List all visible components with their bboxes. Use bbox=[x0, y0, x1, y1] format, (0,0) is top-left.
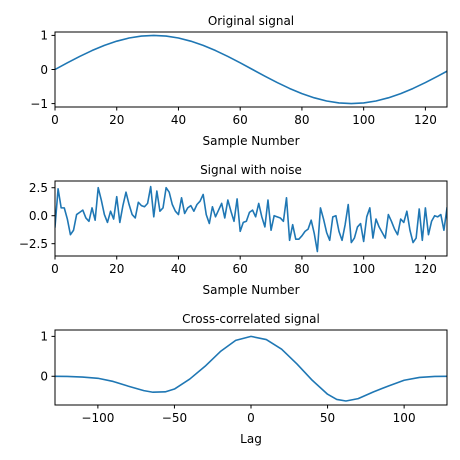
original-signal-y-tick-label: 1 bbox=[40, 29, 48, 43]
noisy-signal-x-tick-label: 80 bbox=[294, 262, 309, 276]
noisy-signal-x-tick-label: 60 bbox=[233, 262, 248, 276]
original-signal-y-tick-label: −1 bbox=[30, 97, 48, 111]
noisy-signal-x-tick-label: 100 bbox=[352, 262, 375, 276]
noisy-signal-x-tick-label: 20 bbox=[109, 262, 124, 276]
original-signal-title: Original signal bbox=[208, 14, 294, 28]
noisy-signal-y-tick-label: −2.5 bbox=[19, 237, 48, 251]
noisy-signal-title: Signal with noise bbox=[200, 163, 302, 177]
original-signal-y-tick-label: 0 bbox=[40, 63, 48, 77]
cross-correlation-x-axis-label: Lag bbox=[240, 432, 262, 446]
cross-correlation-x-tick-label: −100 bbox=[81, 411, 114, 425]
cross-correlation-x-tick-label: −50 bbox=[162, 411, 187, 425]
cross-correlation-x-tick-label: 100 bbox=[393, 411, 416, 425]
original-signal-x-tick-label: 120 bbox=[414, 113, 437, 127]
cross-correlation-series-line-0 bbox=[55, 335, 447, 402]
original-signal-x-tick-label: 80 bbox=[294, 113, 309, 127]
noisy-signal-x-tick-label: 120 bbox=[414, 262, 437, 276]
noisy-signal-x-tick-label: 40 bbox=[171, 262, 186, 276]
noisy-signal-x-axis-label: Sample Number bbox=[202, 283, 299, 297]
cross-correlation-axes-frame bbox=[54, 329, 448, 406]
original-signal-x-tick-label: 100 bbox=[352, 113, 375, 127]
original-signal-series-line-0 bbox=[55, 34, 447, 105]
noisy-signal-x-tick-label: 0 bbox=[51, 262, 59, 276]
cross-correlation-y-tick-label: 1 bbox=[40, 330, 48, 344]
original-signal-x-tick-label: 60 bbox=[233, 113, 248, 127]
noisy-signal-y-tick-label: 0.0 bbox=[29, 209, 48, 223]
cross-correlation-y-tick-label: 0 bbox=[40, 370, 48, 384]
original-signal-x-tick-label: 20 bbox=[109, 113, 124, 127]
noisy-signal-series-line-0 bbox=[55, 185, 447, 253]
cross-correlation-x-tick-label: 0 bbox=[247, 411, 255, 425]
noisy-signal-y-tick-label: 2.5 bbox=[29, 181, 48, 195]
noisy-signal-chart: Signal with noise 0 20 40 60 80 100 120 −2.5 0.0 2… bbox=[19, 163, 448, 297]
original-signal-x-tick-label: 40 bbox=[171, 113, 186, 127]
original-signal-x-tick-label: 0 bbox=[51, 113, 59, 127]
noisy-signal-axes-frame bbox=[54, 180, 448, 257]
cross-correlation-chart: Cross-correlated signal −100 −50 0 50 100 0 1 La… bbox=[40, 312, 448, 446]
original-signal-x-axis-label: Sample Number bbox=[202, 134, 299, 148]
cross-correlation-x-tick-label: 50 bbox=[320, 411, 335, 425]
cross-correlation-title: Cross-correlated signal bbox=[182, 312, 320, 326]
